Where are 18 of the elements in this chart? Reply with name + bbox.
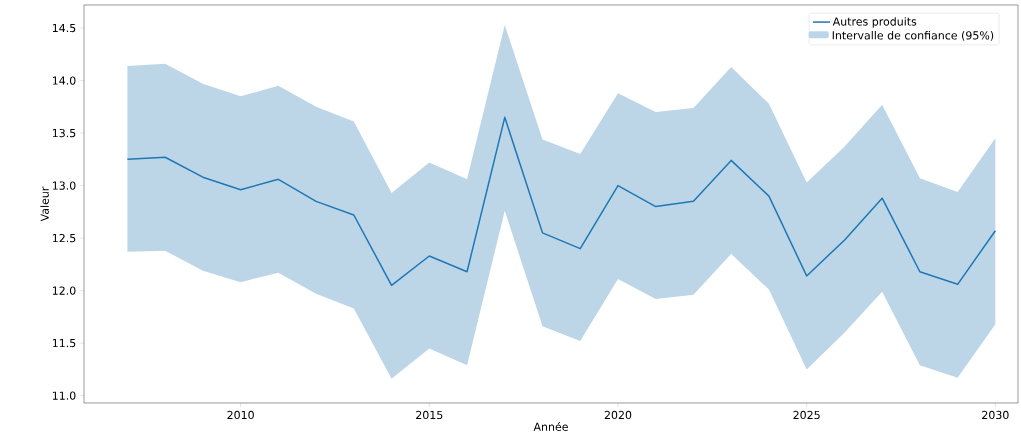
y-tick-label: 13.0	[52, 181, 76, 190]
legend-label: Autres produits	[832, 17, 917, 28]
x-tick-label: 2030	[982, 410, 1009, 420]
x-tick-label: 2020	[604, 410, 632, 420]
x-axis-title: Année	[533, 421, 568, 431]
y-tick-label: 11.5	[52, 339, 76, 348]
y-tick-label: 14.0	[52, 76, 76, 85]
x-tick-label: 2010	[227, 410, 254, 420]
y-tick-label: 12.5	[52, 233, 76, 243]
x-tick-label: 2015	[416, 410, 443, 420]
y-tick-label: 14.5	[52, 24, 76, 33]
y-tick-label: 13.5	[52, 128, 76, 138]
line-series	[126, 116, 997, 287]
x-tick-label: 2025	[793, 410, 820, 420]
annotation: Intervalle de confiance (95%)	[832, 31, 994, 41]
y-axis-title: Valeur	[40, 186, 49, 222]
y-tick-label: 12.0	[52, 286, 76, 295]
y-tick-label: 11.0	[52, 391, 76, 400]
